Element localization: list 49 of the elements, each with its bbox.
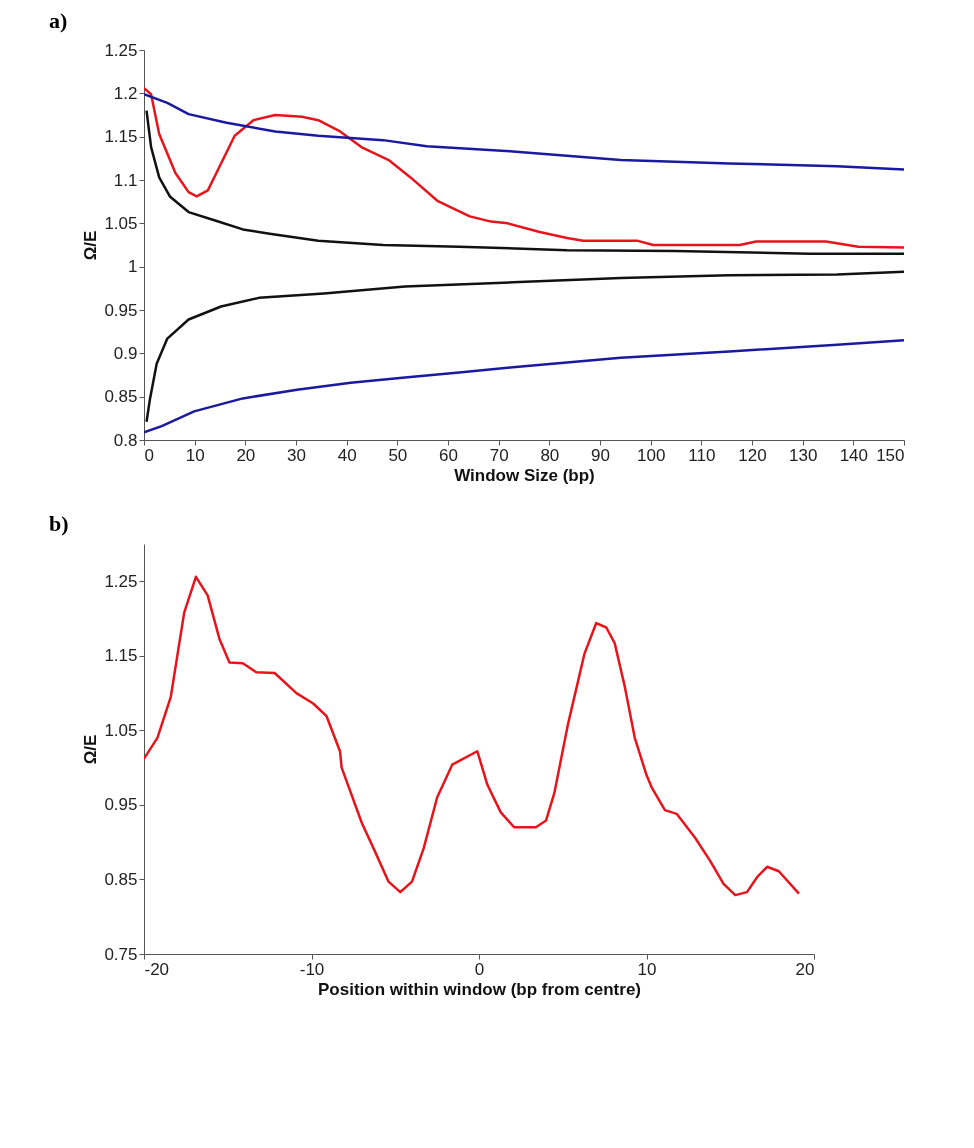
y-tick-label: 1.05 (104, 720, 138, 740)
x-tick-label: 70 (489, 445, 509, 465)
y-tick-label: 0.95 (104, 300, 138, 320)
y-tick-label: 1.05 (104, 213, 138, 233)
x-tick-label: 140 (839, 445, 869, 465)
y-tick-label: 1 (128, 257, 138, 277)
chart-title: a) (49, 8, 68, 33)
y-tick-label: 0.85 (104, 869, 138, 889)
x-tick-label: 150 (876, 445, 905, 465)
x-tick-label: 120 (738, 445, 767, 465)
x-tick-label: 60 (439, 445, 458, 465)
x-axis-title: Window Size (bp) (454, 465, 595, 485)
x-tick-label: -10 (299, 959, 325, 979)
x-tick-label: 110 (688, 445, 716, 465)
x-tick-label: 20 (236, 445, 256, 465)
line-series (144, 339, 904, 434)
chart-title: b) (49, 511, 69, 536)
y-tick-label: 1.2 (113, 83, 138, 103)
y-tick-label: 1.15 (104, 127, 138, 147)
y-tick-label: 0.8 (113, 430, 138, 450)
y-axis-title: Ω/E (81, 230, 101, 261)
x-tick-label: 10 (185, 445, 205, 465)
x-tick-label: 0 (474, 959, 485, 979)
x-tick-label: 10 (637, 959, 657, 979)
line-series (145, 270, 904, 424)
x-tick-label: -20 (144, 959, 170, 979)
line-series (144, 86, 904, 249)
y-axis-title: Ω/E (81, 734, 101, 765)
line-series (144, 92, 904, 171)
y-tick-label: 1.25 (104, 571, 138, 591)
x-tick-label: 30 (287, 445, 306, 465)
x-tick-label: 50 (388, 445, 408, 465)
y-tick-label: 0.9 (113, 343, 138, 363)
x-tick-label: 80 (540, 445, 560, 465)
x-tick-label: 100 (636, 445, 666, 465)
y-tick-label: 1.1 (113, 170, 138, 190)
x-tick-label: 0 (144, 445, 154, 465)
x-tick-label: 40 (337, 445, 357, 465)
line-series (144, 575, 801, 897)
y-tick-label: 0.75 (104, 944, 138, 964)
y-tick-label: 1.25 (104, 40, 138, 60)
y-tick-label: 0.95 (104, 795, 138, 815)
x-tick-label: 90 (591, 445, 610, 465)
y-tick-label: 1.15 (104, 646, 138, 666)
x-tick-label: 130 (788, 445, 818, 465)
y-tick-label: 0.85 (104, 387, 138, 407)
x-axis-title: Position within window (bp from centre) (318, 979, 641, 999)
x-tick-label: 20 (795, 959, 815, 979)
line-series (145, 109, 904, 255)
